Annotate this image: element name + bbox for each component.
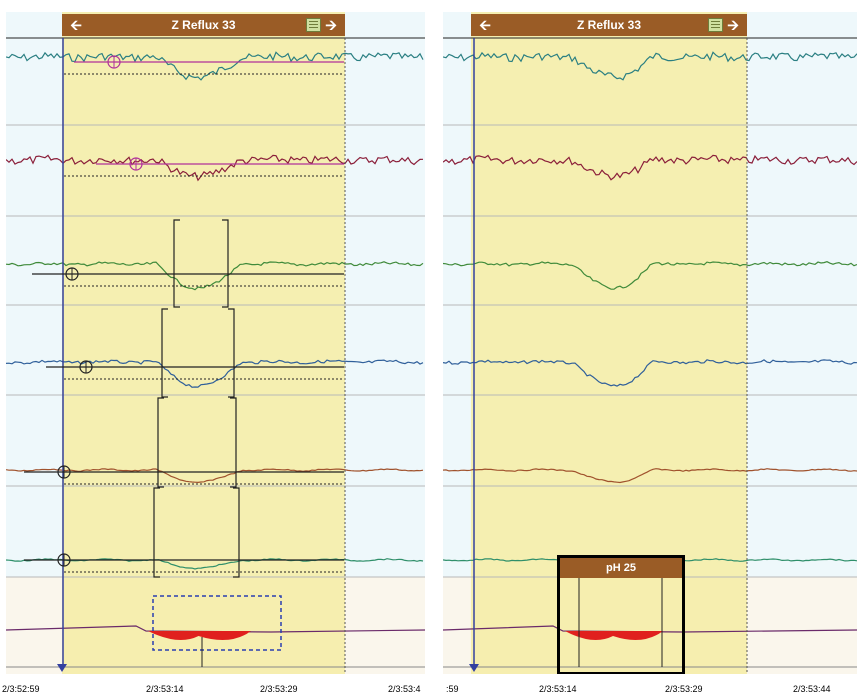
channel-trace bbox=[6, 558, 424, 570]
left-time-label-1: 2/3:52:59 bbox=[2, 684, 40, 694]
channel-trace bbox=[6, 261, 424, 291]
ph-event-label: pH 25 bbox=[606, 562, 636, 574]
channel-trace bbox=[6, 359, 424, 388]
right-time-label-3: 2/3:53:29 bbox=[665, 684, 703, 694]
ph-event-box[interactable]: pH 25 bbox=[557, 555, 685, 674]
ph-drop-area bbox=[148, 631, 251, 640]
arrow-left-icon[interactable]: 🡨 bbox=[479, 17, 491, 33]
right-time-label-4: 2/3:53:44 bbox=[793, 684, 831, 694]
ph-event-header[interactable]: pH 25 bbox=[560, 558, 682, 578]
channel-trace bbox=[443, 51, 857, 81]
channel-trace bbox=[6, 468, 424, 484]
left-event-label: Z Reflux 33 bbox=[171, 18, 236, 32]
channel-trace bbox=[6, 154, 424, 182]
channel-trace bbox=[443, 468, 857, 484]
left-time-label-4: 2/3:53:4 bbox=[388, 684, 421, 694]
ph-trace bbox=[6, 625, 425, 633]
right-trace-panel[interactable]: 🡨 Z Reflux 33 🡪 pH 25 bbox=[443, 12, 857, 674]
right-time-label-2: 2/3:53:14 bbox=[539, 684, 577, 694]
left-time-label-3: 2/3:53:29 bbox=[260, 684, 298, 694]
reflux-bracket bbox=[161, 308, 235, 398]
right-time-label-1: :59 bbox=[446, 684, 459, 694]
left-event-header[interactable]: 🡨 Z Reflux 33 🡪 bbox=[62, 14, 345, 36]
right-event-label: Z Reflux 33 bbox=[576, 18, 642, 32]
ph-selection-box bbox=[152, 595, 282, 651]
left-cursor-marker-icon[interactable] bbox=[57, 664, 67, 672]
left-trace-canvas[interactable] bbox=[6, 12, 425, 674]
ph-drop-area bbox=[565, 631, 663, 640]
event-region bbox=[62, 12, 345, 674]
list-icon[interactable] bbox=[708, 18, 723, 32]
arrow-right-icon[interactable]: 🡪 bbox=[727, 17, 739, 33]
right-cursor-marker-icon[interactable] bbox=[469, 664, 479, 672]
right-event-header[interactable]: 🡨 Z Reflux 33 🡪 bbox=[471, 14, 747, 36]
left-time-label-2: 2/3:53:14 bbox=[146, 684, 184, 694]
left-trace-panel[interactable]: 🡨 Z Reflux 33 🡪 bbox=[6, 12, 425, 674]
channel-trace bbox=[443, 359, 857, 387]
arrow-right-icon[interactable]: 🡪 bbox=[325, 17, 337, 33]
channel-trace bbox=[443, 154, 857, 181]
arrow-left-icon[interactable]: 🡨 bbox=[70, 17, 82, 33]
channel-trace bbox=[443, 261, 857, 290]
reflux-bracket bbox=[173, 219, 229, 308]
ph-trace bbox=[443, 625, 857, 633]
reflux-bracket bbox=[157, 397, 237, 488]
channel-trace bbox=[6, 51, 424, 81]
list-icon[interactable] bbox=[306, 18, 321, 32]
reflux-bracket bbox=[153, 487, 240, 578]
